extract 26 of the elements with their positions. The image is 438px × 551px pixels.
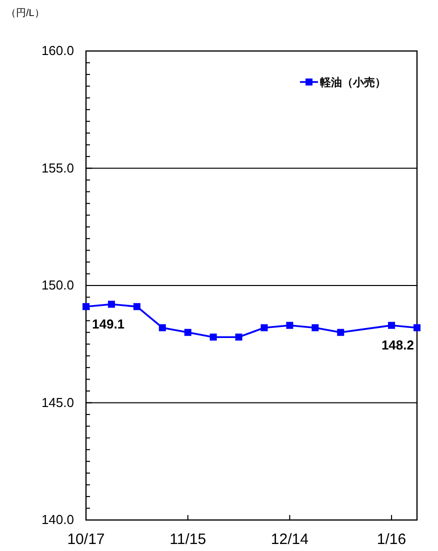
- point: [210, 334, 217, 341]
- point: [235, 334, 242, 341]
- x-tick-label: 1/16: [376, 531, 406, 548]
- point: [388, 322, 396, 329]
- y-tick-label: 150.0: [41, 278, 74, 292]
- point: [337, 328, 344, 336]
- point: [312, 324, 319, 332]
- y-tick-label: 160.0: [41, 43, 74, 58]
- point: [414, 324, 420, 332]
- x-tick-label: 11/15: [170, 531, 206, 548]
- y-axis-title: （円/L）: [6, 8, 44, 19]
- x-tick-label: 12/14: [270, 531, 308, 548]
- point: [108, 300, 115, 308]
- y-tick-label: 155.0: [41, 160, 74, 176]
- x-tick-label: 10/17: [67, 531, 105, 548]
- data-label: 148.2: [381, 338, 414, 353]
- point: [184, 328, 192, 336]
- point: [158, 324, 166, 332]
- point: [286, 322, 294, 329]
- data-label: 149.1: [92, 316, 125, 332]
- y-tick-label: 140.0: [41, 512, 74, 527]
- point: [133, 303, 140, 310]
- y-tick-label: 145.0: [41, 394, 74, 410]
- legend-label: 軽油（小売）: [319, 76, 386, 89]
- point: [82, 303, 90, 310]
- point: [260, 324, 268, 332]
